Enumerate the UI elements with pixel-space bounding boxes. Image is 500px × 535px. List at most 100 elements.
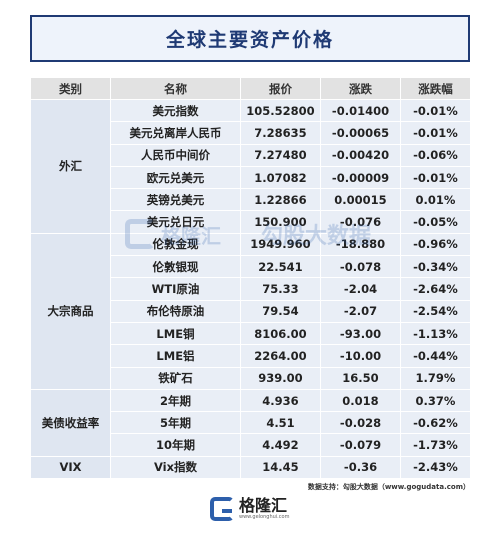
asset-price-table: 类别 名称 报价 涨跌 涨跌幅 外汇 美元指数 105.52800 -0.01400-…	[30, 77, 471, 480]
header-price: 报价	[240, 77, 321, 100]
change-pct-cell: -0.06%	[400, 143, 471, 167]
name-cell: 美元兑日元	[110, 210, 241, 234]
table-header-row: 类别 名称 报价 涨跌 涨跌幅	[30, 77, 471, 100]
price-cell: 8106.00	[240, 321, 321, 346]
name-cell: 伦敦金现	[110, 232, 241, 257]
category-cell: 美债收益率	[30, 388, 111, 457]
price-cell: 1.22866	[240, 188, 321, 212]
change-cell: -0.076	[320, 210, 401, 234]
logo-icon	[210, 497, 234, 521]
change-cell: -0.00065	[320, 121, 401, 145]
change-cell: 0.018	[320, 388, 401, 413]
price-cell: 22.541	[240, 255, 321, 279]
table-row: 欧元兑美元 1.07082 -0.00009 -0.01%	[31, 165, 471, 190]
table-row: VIX Vix指数 14.45 -0.36 -2.43%	[30, 455, 471, 480]
header-change-pct: 涨跌幅	[400, 77, 471, 100]
name-cell: LME铜	[110, 321, 241, 346]
logo-url: www.gelonghui.com	[239, 514, 290, 520]
name-cell: 欧元兑美元	[110, 165, 241, 190]
name-cell: LME铝	[110, 344, 241, 368]
price-cell: 79.54	[240, 299, 321, 323]
change-pct-cell: -0.01%	[400, 165, 471, 190]
category-cell: 大宗商品	[30, 232, 111, 390]
change-pct-cell: -0.01%	[400, 98, 471, 123]
price-cell: 939.00	[240, 366, 321, 390]
change-pct-cell: -0.62%	[400, 411, 471, 435]
table-body: 外汇 美元指数 105.52800 -0.01400 -0.01% 美元兑离岸人民币 7.2…	[30, 98, 471, 480]
change-pct-cell: -0.05%	[400, 210, 471, 234]
table-row: 英镑兑美元 1.22866 0.00015 0.01%	[31, 188, 471, 212]
name-cell: 5年期	[110, 411, 241, 435]
category-cell: VIX	[30, 455, 111, 480]
name-cell: 10年期	[110, 433, 241, 457]
change-cell: -0.00420	[320, 143, 401, 167]
change-cell: -2.07	[320, 299, 401, 323]
price-cell: 1.07082	[240, 165, 321, 190]
change-pct-cell: -1.13%	[400, 321, 471, 346]
name-cell: 英镑兑美元	[110, 188, 241, 212]
page-title: 全球主要资产价格	[165, 29, 334, 51]
change-cell: -0.028	[320, 411, 401, 435]
change-cell: -0.01400	[320, 98, 401, 123]
price-cell: 14.45	[240, 455, 321, 480]
change-cell: -0.00009	[320, 165, 401, 190]
category-cell: 外汇	[30, 99, 111, 234]
price-cell: 4.51	[240, 411, 321, 435]
table-row: 伦敦银现 22.541 -0.078 -0.34%	[31, 255, 471, 279]
name-cell: 铁矿石	[110, 366, 241, 390]
table-row: LME铜 8106.00 -93.00 -1.13%	[31, 321, 471, 346]
price-cell: 75.33	[240, 277, 321, 301]
price-cell: 7.27480	[240, 143, 321, 167]
change-pct-cell: -0.01%	[400, 121, 471, 145]
table-row: 大宗商品 伦敦金现 1949.960 -18.880 -0.96%	[30, 232, 471, 390]
change-pct-cell: -0.44%	[400, 344, 471, 368]
price-cell: 1949.960	[240, 232, 321, 257]
change-cell: -18.880	[320, 232, 401, 257]
name-cell: WTI原油	[110, 277, 241, 301]
name-cell: 美元指数	[110, 98, 241, 123]
price-cell: 4.492	[240, 433, 321, 457]
logo-text: 格隆汇	[239, 496, 288, 515]
change-pct-cell: -2.54%	[400, 299, 471, 323]
change-cell: -10.00	[320, 344, 401, 368]
header-name: 名称	[110, 77, 241, 100]
change-cell: 0.00015	[320, 188, 401, 212]
change-pct-cell: -0.96%	[400, 232, 471, 257]
change-pct-cell: 1.79%	[400, 366, 471, 390]
table-row: 美元兑离岸人民币 7.28635 -0.00065 -0.01%	[31, 121, 471, 145]
table-row: 铁矿石 939.00 16.50 1.79%	[31, 366, 471, 390]
brand-logo: 格隆汇 www.gelonghui.com	[210, 496, 289, 522]
title-box: 全球主要资产价格	[30, 15, 470, 62]
change-cell: -0.078	[320, 255, 401, 279]
table-row: LME铝 2264.00 -10.00 -0.44%	[31, 344, 471, 368]
name-cell: 美元兑离岸人民币	[110, 121, 241, 145]
change-pct-cell: 0.37%	[400, 388, 471, 413]
table-row: 10年期 4.492 -0.079 -1.73%	[31, 433, 471, 457]
change-cell: -0.079	[320, 433, 401, 457]
header-change: 涨跌	[320, 77, 401, 100]
name-cell: 人民币中间价	[110, 143, 241, 167]
table-row: 美元兑日元 150.900 -0.076 -0.05%	[31, 210, 471, 234]
change-cell: -0.36	[320, 455, 401, 480]
change-pct-cell: -1.73%	[400, 433, 471, 457]
table-row: 布伦特原油 79.54 -2.07 -2.54%	[31, 299, 471, 323]
data-source-note: 数据支持：勾股大数据（www.gogudata.com）	[307, 483, 470, 491]
change-cell: 16.50	[320, 366, 401, 390]
header-category: 类别	[30, 77, 111, 100]
change-cell: -2.04	[320, 277, 401, 301]
change-cell: -93.00	[320, 321, 401, 346]
change-pct-cell: -0.34%	[400, 255, 471, 279]
table-row: WTI原油 75.33 -2.04 -2.64%	[31, 277, 471, 301]
change-pct-cell: 0.01%	[400, 188, 471, 212]
table-row: 外汇 美元指数 105.52800 -0.01400 -0.01%	[30, 98, 471, 234]
price-cell: 105.52800	[240, 98, 321, 123]
name-cell: 布伦特原油	[110, 299, 241, 323]
table-row: 美债收益率 2年期 4.936 0.018 0.37%	[30, 388, 471, 457]
price-cell: 7.28635	[240, 121, 321, 145]
change-pct-cell: -2.43%	[400, 455, 471, 480]
name-cell: 2年期	[110, 388, 241, 413]
name-cell: 伦敦银现	[110, 255, 241, 279]
price-cell: 2264.00	[240, 344, 321, 368]
price-cell: 4.936	[240, 388, 321, 413]
change-pct-cell: -2.64%	[400, 277, 471, 301]
